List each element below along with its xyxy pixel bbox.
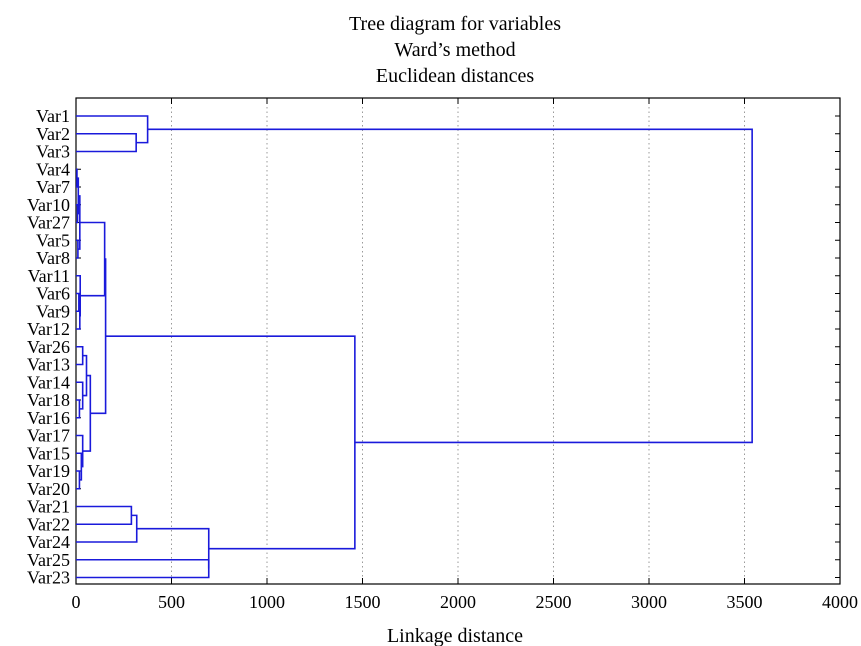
x-tick-label-2500: 2500 (536, 592, 572, 612)
dendrogram-branches (76, 115, 753, 579)
x-tick-label-2000: 2000 (440, 592, 476, 612)
merge-link-24 (105, 335, 356, 550)
leaf-label-Var8: Var8 (36, 248, 70, 268)
title-line-3: Euclidean distances (376, 65, 534, 87)
leaf-label-Var6: Var6 (36, 284, 70, 304)
leaf-label-Var21: Var21 (27, 497, 70, 517)
leaf-labels: Var1Var2Var3Var4Var7Var10Var27Var5Var8Va… (27, 106, 70, 588)
leaf-label-Var10: Var10 (27, 195, 70, 215)
leaf-label-Var3: Var3 (36, 142, 70, 162)
leaf-label-Var11: Var11 (28, 266, 70, 286)
leaf-label-Var23: Var23 (27, 568, 70, 588)
leaf-label-Var16: Var16 (27, 408, 70, 428)
title-line-2: Ward’s method (394, 39, 515, 61)
leaf-label-Var4: Var4 (36, 159, 70, 179)
x-tick-label-1500: 1500 (345, 592, 381, 612)
leaf-label-Var9: Var9 (36, 301, 70, 321)
leaf-label-Var17: Var17 (27, 426, 70, 446)
grid-lines (171, 98, 745, 584)
leaf-label-Var12: Var12 (27, 319, 70, 339)
title-line-1: Tree diagram for variables (349, 13, 561, 35)
merge-link-21 (76, 514, 138, 543)
leaf-label-Var19: Var19 (27, 461, 70, 481)
merge-link-11 (76, 345, 84, 366)
leaf-label-Var5: Var5 (36, 230, 70, 250)
leaf-label-Var18: Var18 (27, 390, 70, 410)
x-tick-label-4000: 4000 (822, 592, 858, 612)
x-tick-label-0: 0 (72, 592, 81, 612)
x-tick-label-3000: 3000 (631, 592, 667, 612)
leaf-label-Var13: Var13 (27, 355, 70, 375)
leaf-label-Var22: Var22 (27, 514, 70, 534)
x-tick-label-500: 500 (158, 592, 185, 612)
merge-link-19 (90, 258, 107, 415)
x-tick-label-1000: 1000 (249, 592, 285, 612)
leaf-label-Var20: Var20 (27, 479, 70, 499)
leaf-label-Var2: Var2 (36, 124, 70, 144)
leaf-label-Var27: Var27 (27, 213, 70, 233)
merge-link-23 (136, 527, 210, 569)
leaf-label-Var24: Var24 (27, 532, 70, 552)
leaf-label-Var25: Var25 (27, 550, 70, 570)
leaf-label-Var7: Var7 (36, 177, 70, 197)
merge-link-20 (76, 505, 133, 526)
leaf-label-Var26: Var26 (27, 337, 70, 357)
leaf-label-Var15: Var15 (27, 443, 70, 463)
merge-link-22 (76, 558, 210, 579)
leaf-label-Var1: Var1 (36, 106, 70, 126)
x-axis-label: Linkage distance (387, 625, 523, 646)
leaf-label-Var14: Var14 (27, 372, 70, 392)
x-tick-labels: 0 500 1000 1500 2000 2500 3000 3500 4000 (72, 592, 859, 612)
chart-title: Tree diagram for variables Ward’s method… (349, 13, 561, 87)
merge-link-0 (76, 132, 137, 153)
merge-link-25 (147, 128, 753, 444)
merge-link-10 (79, 221, 106, 297)
x-tick-label-3500: 3500 (727, 592, 763, 612)
